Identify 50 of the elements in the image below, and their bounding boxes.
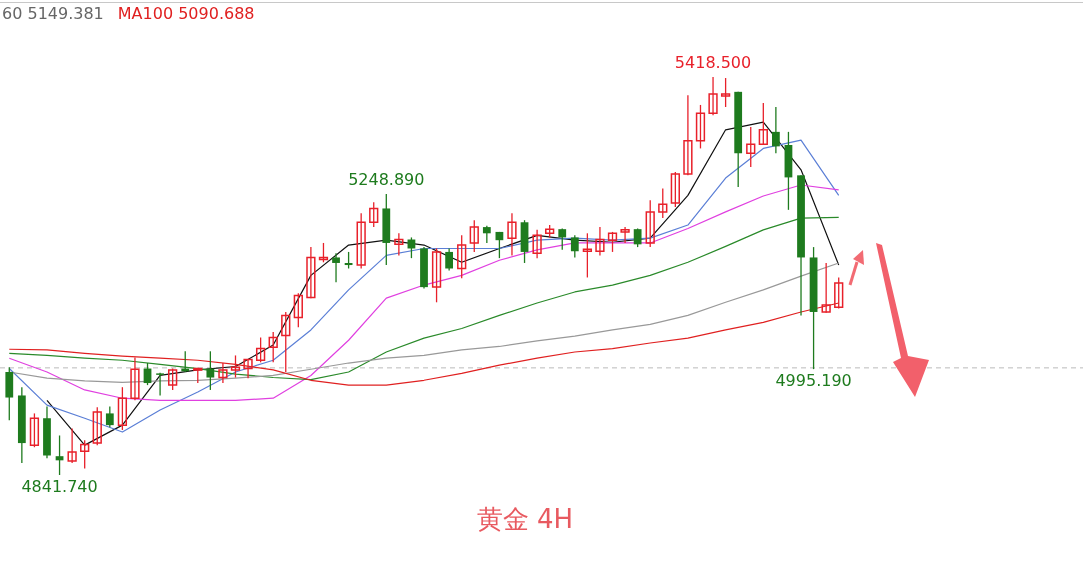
candlestick (558, 227, 567, 251)
candlestick (318, 242, 329, 263)
candlestick (658, 187, 668, 219)
candlestick (80, 439, 90, 470)
candlestick (771, 106, 780, 154)
text: MA100 5090.688 (117, 4, 255, 24)
candlestick (445, 247, 454, 272)
candlestick (746, 126, 756, 168)
candlestick (720, 77, 731, 108)
candlestick (281, 311, 291, 373)
text: 60 5149.381 (2, 4, 104, 24)
candlestick (431, 247, 442, 303)
candlestick (67, 427, 77, 464)
candlestick (582, 232, 593, 279)
candlestick (633, 227, 642, 248)
candlestick (758, 102, 768, 146)
candlestick (469, 219, 479, 253)
candlestick (29, 412, 40, 448)
candlestick (243, 358, 253, 379)
candlestick (570, 234, 579, 259)
candlestick (532, 229, 542, 259)
candlestick (92, 406, 102, 446)
candlestick (683, 94, 693, 176)
candlestick (332, 252, 340, 283)
candlestick (306, 246, 316, 299)
candlestick (457, 234, 467, 279)
candlestick (105, 405, 114, 428)
candlestick (168, 367, 178, 391)
candlestick (670, 171, 680, 208)
candlestick (255, 336, 266, 363)
candlestick (293, 292, 303, 328)
candlestick (620, 226, 630, 244)
candlestick (369, 201, 379, 228)
candlestick (695, 104, 706, 150)
candlestick (708, 76, 718, 116)
candlestick (507, 212, 517, 257)
candlestick (356, 212, 366, 270)
candlestick (206, 350, 215, 391)
candlestick (607, 231, 618, 253)
annotation: 5248.890 (348, 170, 425, 190)
candlestick (645, 199, 655, 248)
text: 黄金 4H (475, 503, 575, 536)
candlestick (230, 354, 241, 379)
annotation: 5418.500 (674, 53, 752, 73)
candlestick (394, 232, 404, 257)
annotation: 4841.740 (21, 477, 98, 497)
candlestick (117, 386, 128, 431)
candlestick (595, 226, 605, 257)
candlestick (268, 331, 278, 363)
annotation: 4995.190 (775, 371, 852, 391)
